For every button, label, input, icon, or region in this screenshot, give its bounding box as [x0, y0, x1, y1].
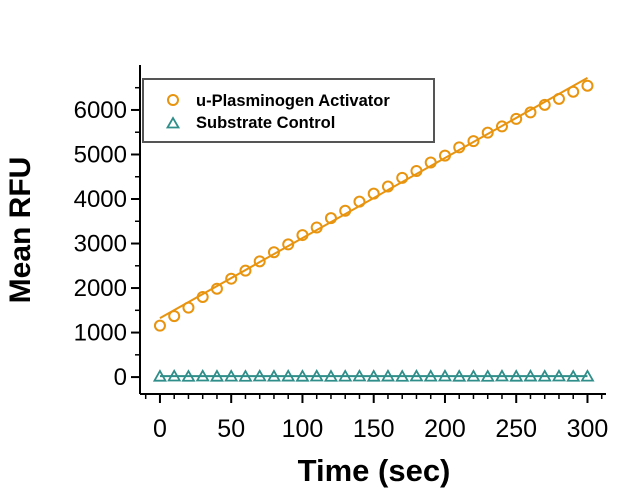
data-point-circle	[567, 85, 580, 98]
y-tick-label: 4000	[74, 186, 127, 213]
legend-marker-triangle-icon	[165, 116, 181, 129]
data-point-circle	[253, 255, 266, 268]
data-point-circle	[510, 112, 523, 125]
data-point-triangle	[224, 369, 239, 382]
x-tick-label: 300	[567, 415, 609, 443]
data-point-triangle	[167, 368, 182, 382]
data-point-triangle	[266, 369, 282, 382]
data-point-circle	[324, 212, 337, 225]
data-point-triangle	[509, 369, 524, 382]
data-point-triangle	[238, 369, 253, 382]
data-point-circle	[353, 195, 366, 208]
data-point-circle	[239, 264, 252, 277]
data-point-triangle	[423, 369, 438, 382]
data-point-circle	[424, 156, 437, 169]
data-point-triangle	[437, 368, 453, 382]
data-point-circle	[524, 106, 537, 119]
y-tick-label: 1000	[74, 320, 127, 347]
data-point-circle	[552, 92, 565, 105]
data-point-circle	[182, 301, 195, 314]
data-point-triangle	[551, 368, 567, 382]
data-point-triangle	[566, 369, 581, 382]
legend: u-Plasminogen Activator Substrate Contro…	[142, 78, 435, 143]
data-point-circle	[196, 290, 209, 303]
data-point-triangle	[181, 369, 196, 382]
data-point-circle	[310, 221, 323, 234]
data-point-circle	[467, 135, 480, 148]
data-point-triangle	[252, 368, 267, 382]
data-point-triangle	[309, 368, 324, 382]
data-point-circle	[396, 171, 409, 184]
data-point-triangle	[537, 369, 552, 382]
data-point-triangle	[338, 369, 353, 382]
data-point-circle	[168, 310, 181, 323]
x-axis-title: Time (sec)	[298, 453, 451, 488]
data-point-circle	[495, 120, 508, 133]
data-point-triangle	[366, 369, 381, 382]
y-tick-label: 3000	[74, 231, 127, 258]
data-point-circle	[453, 141, 466, 154]
y-tick-label: 5000	[74, 141, 127, 168]
legend-box	[142, 78, 435, 143]
data-point-circle	[210, 282, 223, 295]
data-point-triangle	[466, 369, 481, 382]
data-point-triangle	[523, 369, 538, 382]
data-point-circle	[438, 149, 451, 162]
data-point-triangle	[323, 369, 339, 382]
data-point-triangle	[152, 369, 167, 382]
y-tick-label: 0	[114, 364, 127, 391]
legend-label-activator: u-Plasminogen Activator	[196, 92, 390, 110]
data-point-triangle	[281, 369, 296, 382]
x-tick-label: 0	[153, 415, 167, 443]
y-tick-label: 6000	[74, 97, 127, 124]
data-point-circle	[410, 164, 423, 177]
data-point-circle	[282, 238, 295, 251]
data-point-triangle	[494, 368, 510, 382]
data-point-triangle	[409, 368, 424, 382]
data-point-circle	[367, 187, 380, 200]
y-tick-label: 2000	[74, 275, 127, 302]
data-point-triangle	[395, 369, 410, 382]
data-point-triangle	[480, 369, 495, 382]
x-tick-label: 250	[495, 415, 537, 443]
data-point-circle	[267, 246, 280, 259]
data-point-triangle	[295, 369, 310, 382]
data-point-triangle	[452, 369, 467, 382]
data-point-circle	[225, 272, 238, 285]
x-tick-label: 150	[353, 415, 395, 443]
plot-area: 0 50 100 150 200 250 3000100020003000400050006…	[74, 65, 609, 443]
data-point-circle	[538, 98, 551, 111]
x-tick-label: 50	[217, 415, 245, 443]
data-point-triangle	[209, 369, 224, 382]
data-point-circle	[381, 180, 394, 193]
data-point-triangle	[195, 368, 210, 382]
data-point-triangle	[580, 369, 595, 382]
data-point-circle	[581, 79, 594, 92]
data-point-circle	[339, 204, 352, 217]
data-point-circle	[153, 319, 166, 332]
data-point-triangle	[352, 368, 367, 382]
data-point-triangle	[380, 369, 396, 382]
y-axis-title: Mean RFU	[4, 157, 37, 304]
legend-marker-circle-icon	[167, 94, 179, 106]
data-point-circle	[481, 126, 494, 139]
x-tick-label: 100	[282, 415, 324, 443]
legend-label-control: Substrate Control	[196, 114, 335, 132]
x-tick-label: 200	[424, 415, 466, 443]
data-point-circle	[296, 229, 309, 242]
